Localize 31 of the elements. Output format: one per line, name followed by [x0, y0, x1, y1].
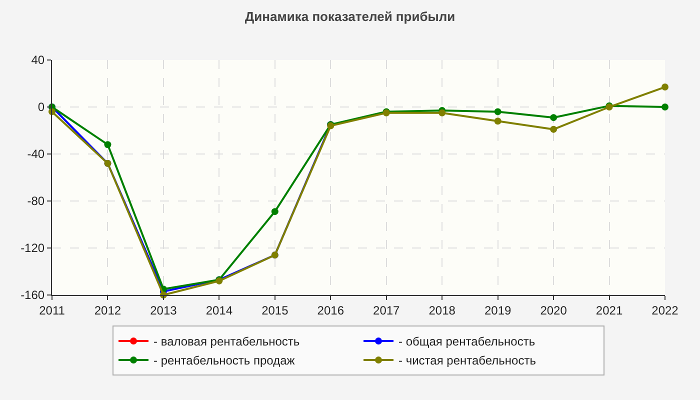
y-tick-label: -80: [27, 194, 45, 208]
legend-label: - общая рентабельность: [398, 334, 536, 349]
legend-label: - рентабельность продаж: [154, 354, 295, 368]
legend-label: - валовая рентабельность: [154, 334, 300, 349]
point: [494, 108, 502, 116]
x-tick-label: 2011: [39, 303, 66, 318]
x-tick-label: 2021: [596, 303, 623, 318]
y-tick-label: -160: [20, 288, 45, 302]
x-tick-label: 2014: [206, 303, 233, 318]
x-tick-label: 2019: [484, 303, 512, 318]
y-tick-label: 0: [38, 100, 45, 114]
point: [662, 104, 668, 110]
x-tick-label: 2016: [317, 303, 344, 318]
y-tick-label: 40: [31, 53, 45, 68]
point: [271, 208, 278, 216]
x-tick-label: 2018: [428, 303, 456, 318]
y-tick-label: -40: [27, 147, 45, 162]
x-tick-label: 2013: [150, 303, 178, 318]
x-tick-label: 2022: [652, 303, 679, 318]
legend-label: - чистая рентабельность: [398, 354, 536, 368]
point: [104, 141, 112, 148]
point: [550, 126, 558, 133]
point: [494, 118, 502, 125]
x-tick-label: 2015: [262, 303, 289, 318]
chart-title: Динамика показателей прибыли: [244, 9, 456, 24]
point: [662, 84, 668, 91]
x-tick-label: 2020: [540, 303, 568, 318]
point: [550, 114, 558, 122]
y-tick-label: -120: [20, 241, 45, 256]
x-tick-label: 2017: [373, 303, 400, 318]
x-tick-label: 2012: [94, 303, 122, 318]
